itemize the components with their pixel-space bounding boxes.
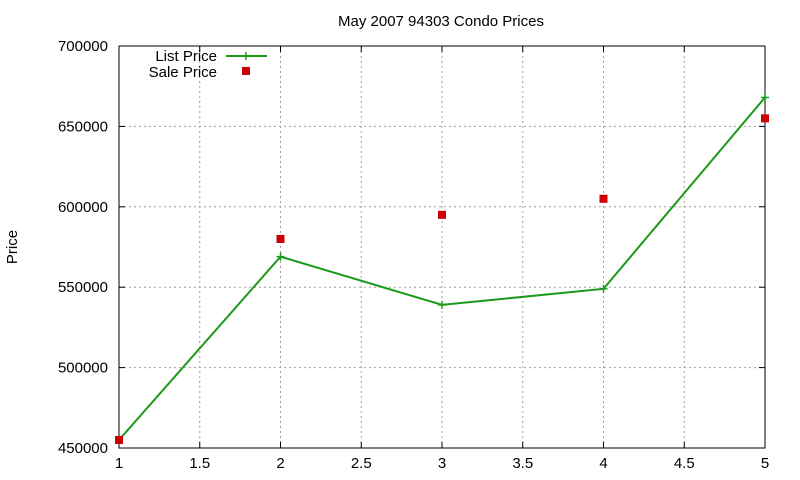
sale-price-point [276,234,285,243]
list-price-point [599,284,608,293]
axis-ticks: 1 1.5 2 2.5 3 3.5 4 4.5 5 450000 500000 550000 60000… [58,38,769,472]
x-tick-label: 2 [276,455,284,472]
x-tick-label: 4 [599,455,607,472]
y-tick-label: 550000 [58,279,108,296]
x-tick-label: 3 [438,455,446,472]
legend-swatch-marker [242,67,250,75]
x-tick-label: 5 [761,455,769,472]
sale-price-point [115,435,123,444]
x-tick-label: 1.5 [189,455,210,472]
legend-label: List Price [155,48,217,65]
x-tick-label: 3.5 [512,455,533,472]
x-tick-label: 2.5 [351,455,372,472]
y-tick-label: 500000 [58,360,108,377]
y-tick-label: 450000 [58,440,108,457]
grid [119,46,765,448]
y-tick-label: 650000 [58,118,108,135]
y-tick-label: 600000 [58,199,108,216]
series [115,93,769,444]
sale-price-point [761,114,769,123]
x-tick-label: 4.5 [674,455,695,472]
chart-title: May 2007 94303 Condo Prices [338,13,544,30]
list-price-point [438,300,446,309]
y-axis-label: Price [4,230,21,264]
list-price-point [276,252,285,261]
sale-price-point [438,210,446,219]
y-tick-label: 700000 [58,38,108,55]
list-price-point [761,93,769,102]
legend-label: Sale Price [149,64,217,81]
x-tick-label: 1 [115,455,123,472]
legend-swatch-marker [242,52,250,60]
sale-price-point [599,194,608,203]
